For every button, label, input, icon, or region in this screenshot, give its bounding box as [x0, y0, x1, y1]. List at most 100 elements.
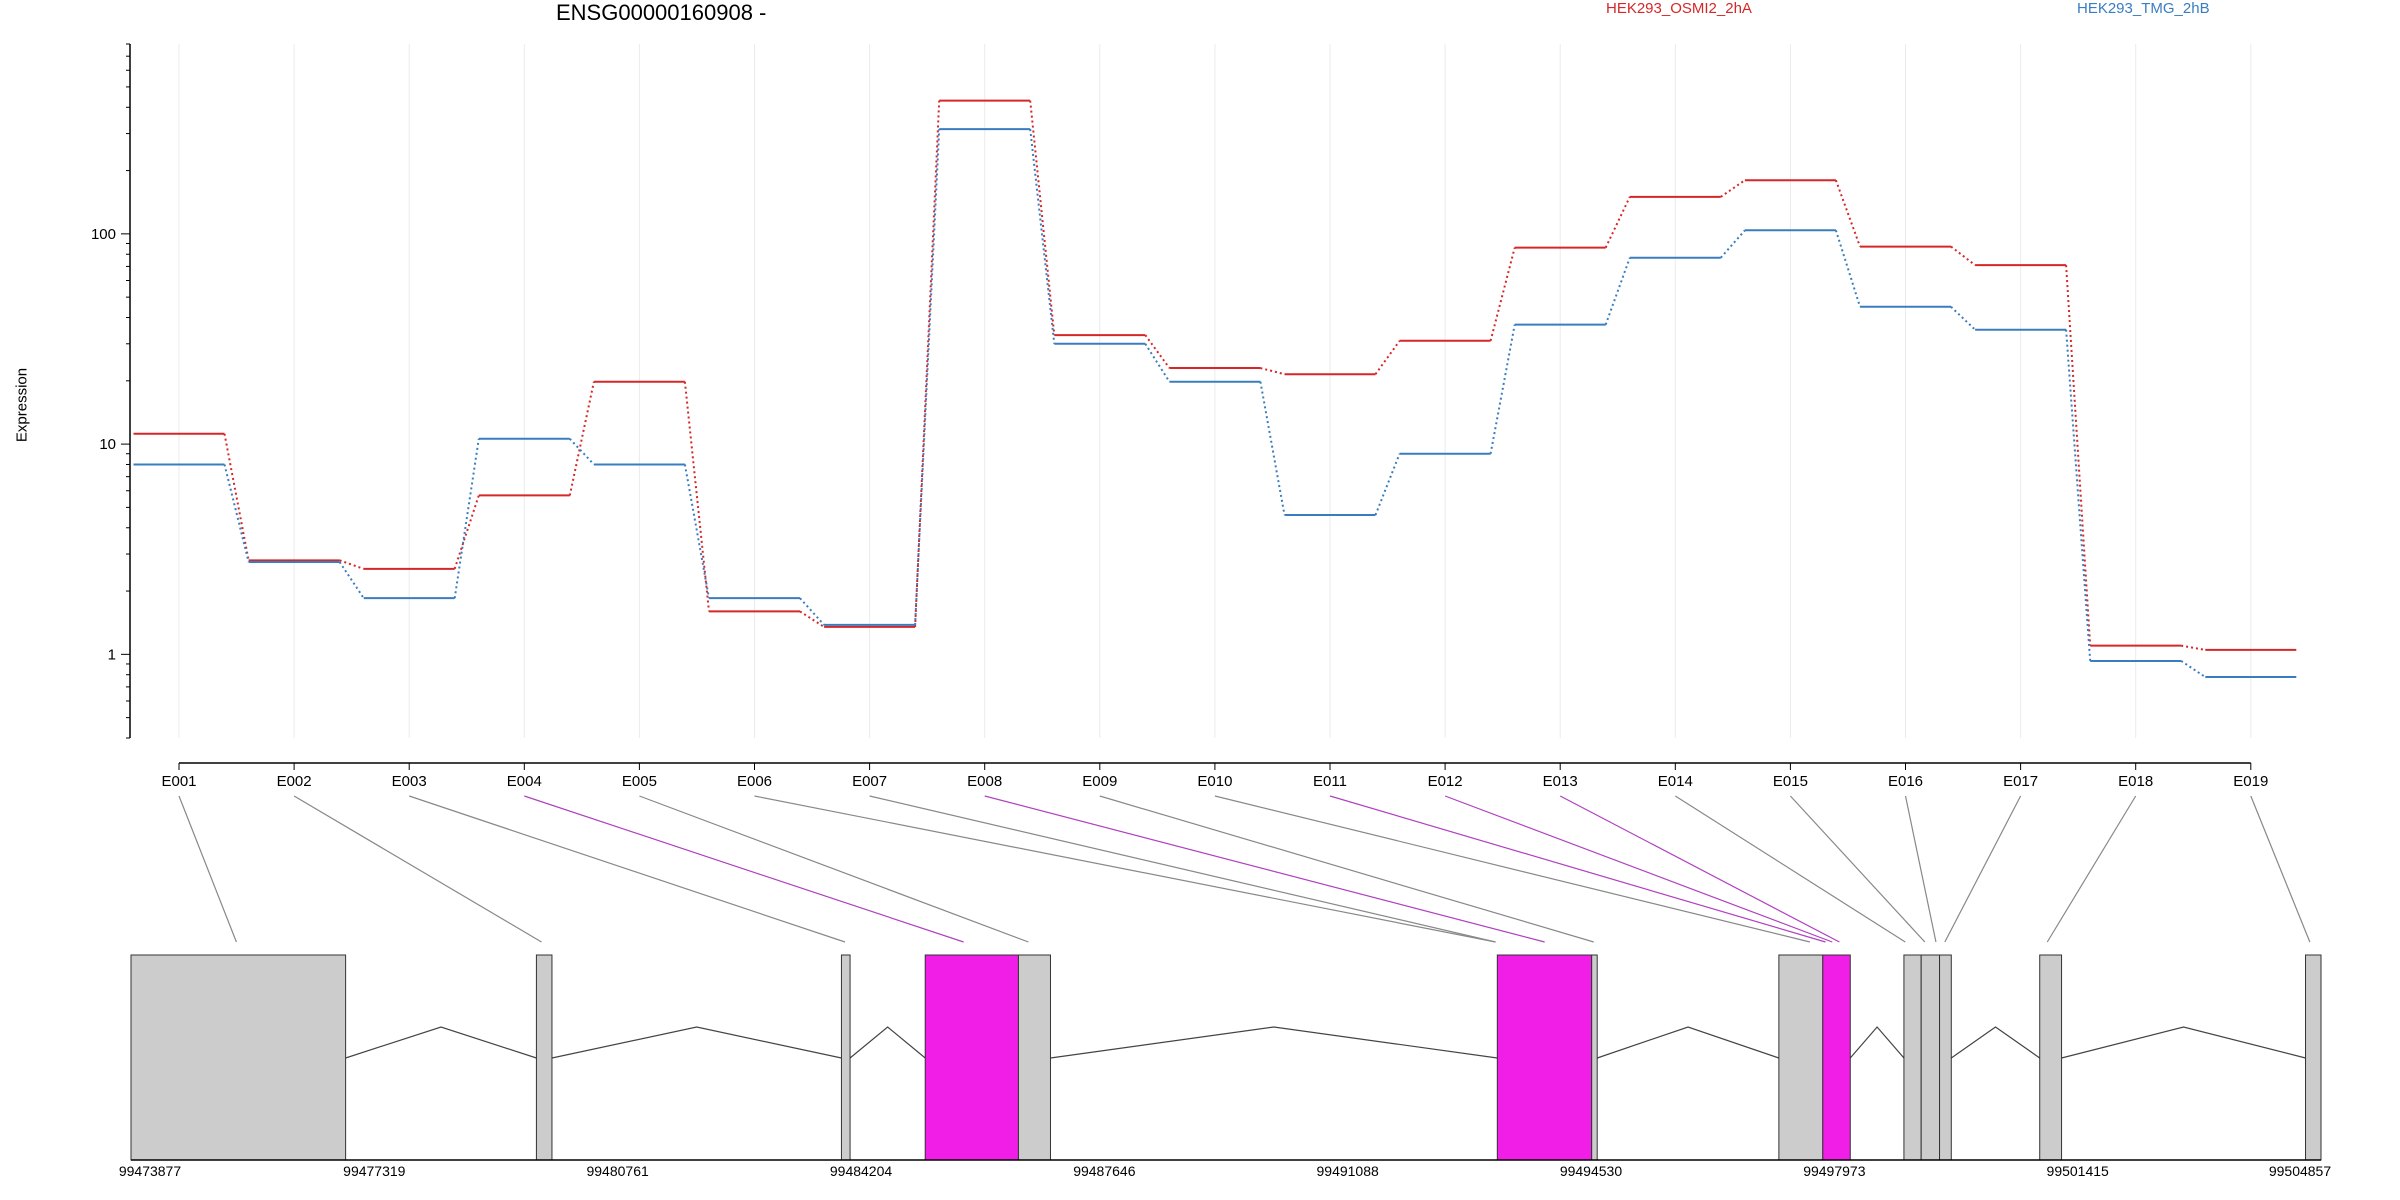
coordinate-label: 99473877: [119, 1163, 182, 1179]
intron: [1951, 1027, 2039, 1058]
series-2-connector: [455, 439, 479, 598]
exon-block: [131, 955, 346, 1160]
link-E014: [1675, 796, 1905, 942]
y-tick-label: 10: [99, 436, 116, 453]
series-1-connector: [2181, 646, 2205, 650]
x-tick-label: E019: [2233, 773, 2268, 790]
series-1-connector: [685, 382, 709, 612]
exon-block: [1921, 955, 1939, 1160]
link-E008: [985, 796, 1545, 942]
link-E001: [179, 796, 236, 942]
x-tick-label: E004: [507, 773, 542, 790]
exon-block-highlighted: [1823, 955, 1850, 1160]
link-E004: [524, 796, 963, 942]
series-2-connector: [225, 464, 249, 561]
link-E002: [294, 796, 541, 942]
intron: [346, 1027, 537, 1058]
series-2-connector: [1951, 307, 1975, 330]
exon-block: [1018, 955, 1050, 1160]
series-2-connector: [1030, 129, 1054, 344]
series-2-connector: [1145, 344, 1169, 382]
x-tick-label: E014: [1658, 773, 1693, 790]
series-2-connector: [1836, 230, 1860, 306]
series-1-connector: [2066, 265, 2090, 646]
intron: [1050, 1027, 1497, 1058]
link-E018: [2047, 796, 2135, 942]
series-1-connector: [1376, 341, 1400, 374]
x-tick-label: E005: [622, 773, 657, 790]
chart-title: ENSG00000160908 -: [556, 0, 766, 26]
link-E005: [639, 796, 1028, 942]
series-2-connector: [1606, 258, 1630, 325]
coordinate-label: 99491088: [1317, 1163, 1380, 1179]
exon-block-highlighted: [1497, 955, 1591, 1160]
link-E007: [870, 796, 1496, 942]
grid-lines: [179, 44, 2251, 738]
exon-block: [536, 955, 552, 1160]
series-1-connector: [1030, 101, 1054, 335]
exon-block: [1904, 955, 1921, 1160]
x-tick-label: E007: [852, 773, 887, 790]
link-E015: [1790, 796, 1924, 942]
series-2-connector: [800, 598, 824, 625]
y-tick-label: 1: [108, 646, 116, 663]
link-E003: [409, 796, 845, 942]
series-1-connector: [570, 382, 594, 496]
exon-block: [841, 955, 850, 1160]
x-tick-label: E012: [1428, 773, 1463, 790]
link-E010: [1215, 796, 1810, 942]
coordinate-label: 99477319: [343, 1163, 406, 1179]
legend-series-1: HEK293_OSMI2_2hA: [1606, 0, 1752, 17]
series-1-connector: [225, 434, 249, 561]
gene-model: [131, 955, 2321, 1160]
coordinate-label: 99494530: [1560, 1163, 1623, 1179]
exon-link-lines: [179, 796, 2310, 942]
series-2-connector: [1376, 454, 1400, 515]
series-1-connector: [1145, 335, 1169, 368]
coordinate-label: 99484204: [830, 1163, 893, 1179]
intron: [552, 1027, 841, 1058]
series-1-connector: [800, 611, 824, 627]
intron: [1597, 1027, 1779, 1058]
x-tick-label: E013: [1543, 773, 1578, 790]
series-2-connector: [685, 464, 709, 598]
intron: [2062, 1027, 2306, 1058]
exon-block: [1779, 955, 1823, 1160]
y-axis-label: Expression: [14, 368, 31, 442]
link-E019: [2251, 796, 2310, 942]
intron: [1850, 1027, 1904, 1058]
legend-series-2: HEK293_TMG_2hB: [2077, 0, 2210, 17]
link-E017: [1945, 796, 2021, 942]
x-tick-label: E018: [2118, 773, 2153, 790]
series-2-connector: [1260, 382, 1284, 515]
x-tick-label: E016: [1888, 773, 1923, 790]
x-tick-label: E008: [967, 773, 1002, 790]
link-E011: [1330, 796, 1826, 942]
link-E016: [1906, 796, 1936, 942]
series-1-connector: [1951, 247, 1975, 266]
y-axis: 1 10 100: [91, 44, 130, 738]
series-1-connector: [1260, 368, 1284, 374]
link-E009: [1100, 796, 1594, 942]
x-tick-label: E017: [2003, 773, 2038, 790]
link-E013: [1560, 796, 1839, 942]
coordinate-label: 99497973: [1803, 1163, 1866, 1179]
series-2-connector: [2181, 661, 2205, 677]
intron: [850, 1027, 925, 1058]
x-tick-label: E015: [1773, 773, 1808, 790]
coordinate-label: 99480761: [586, 1163, 649, 1179]
x-tick-label: E006: [737, 773, 772, 790]
exon-block: [1592, 955, 1598, 1160]
y-tick-label: 100: [91, 226, 116, 243]
series-2-connector: [570, 439, 594, 465]
x-tick-label: E010: [1197, 773, 1232, 790]
link-E012: [1445, 796, 1832, 942]
x-tick-label: E009: [1082, 773, 1117, 790]
exon-block-highlighted: [925, 955, 1018, 1160]
series-2-connector: [1491, 325, 1515, 454]
series-2-connector: [1721, 230, 1745, 257]
exon-block: [2306, 955, 2321, 1160]
exon-block: [1940, 955, 1952, 1160]
series-1-connector: [1721, 180, 1745, 197]
